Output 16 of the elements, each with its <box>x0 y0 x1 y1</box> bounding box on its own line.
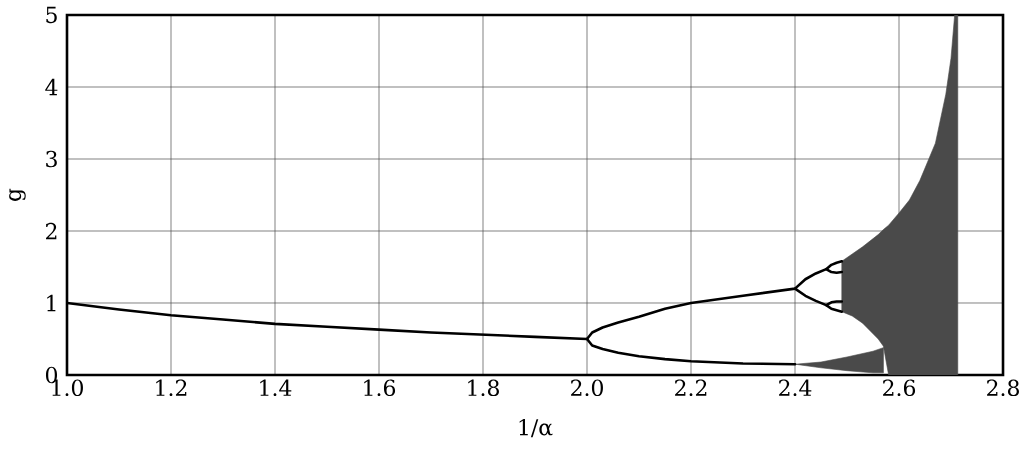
x-axis-title: 1/α <box>519 418 553 438</box>
x-tick-label: 1.8 <box>468 379 499 397</box>
x-tick-label: 2.8 <box>987 379 1019 397</box>
x-tick-label: 1.6 <box>364 379 396 397</box>
x-tick-label: 2.4 <box>779 379 812 397</box>
y-tick-label: 4 <box>45 78 58 96</box>
y-tick-label: 3 <box>46 150 57 168</box>
y-tick-label: 2 <box>46 222 57 240</box>
x-tick-label: 1.4 <box>260 379 292 397</box>
x-tick-label: 2.6 <box>883 379 916 397</box>
x-tick-label: 1.2 <box>156 379 187 397</box>
y-tick-label: 1 <box>47 294 56 312</box>
x-tick-label: 2.0 <box>571 379 603 397</box>
y-axis-title: g <box>9 188 26 201</box>
x-tick-label: 2.2 <box>675 379 707 397</box>
y-tick-label: 5 <box>46 6 57 24</box>
